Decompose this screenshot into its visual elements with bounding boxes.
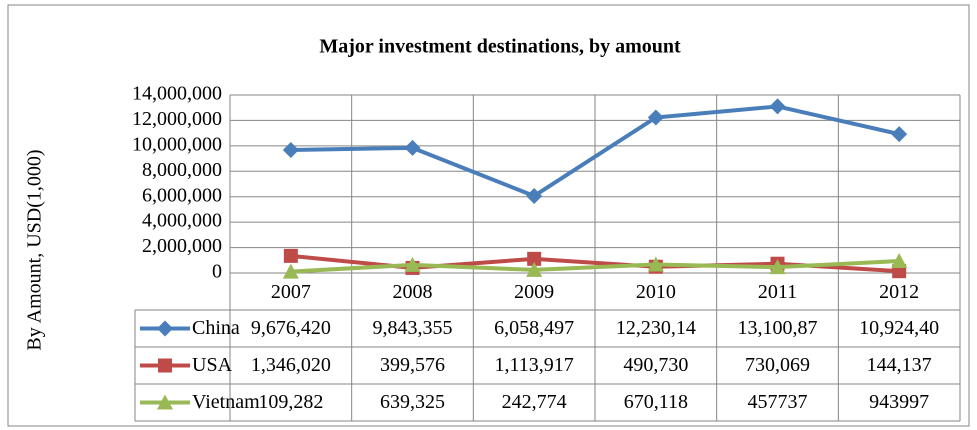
marker [404, 256, 421, 272]
marker [282, 263, 299, 279]
chart-frame [7, 4, 970, 427]
marker [769, 98, 786, 115]
y-tick-label: 12,000,000 [132, 108, 222, 130]
table-cell: 109,282 [258, 391, 323, 413]
table-cell: 639,325 [380, 391, 445, 413]
table-cell: 242,774 [502, 391, 567, 413]
x-tick-label: 2010 [636, 281, 676, 303]
table-cell: 670,118 [624, 391, 688, 413]
table-cell: 943997 [869, 391, 929, 413]
table-cell: 730,069 [745, 354, 810, 376]
y-tick-label: 8,000,000 [142, 159, 222, 181]
x-tick-label: 2012 [879, 281, 919, 303]
legend-label: USA [192, 354, 233, 376]
marker [526, 261, 543, 277]
x-tick-label: 2009 [514, 281, 554, 303]
y-tick-label: 2,000,000 [142, 235, 222, 257]
legend-label: China [192, 317, 240, 339]
y-tick-label: 10,000,000 [132, 133, 222, 155]
legend-marker [157, 394, 173, 410]
marker [891, 126, 908, 143]
table-cell: 13,100,87 [738, 317, 818, 339]
x-tick-label: 2007 [271, 281, 311, 303]
table-cell: 1,346,020 [251, 354, 331, 376]
table-cell: 399,576 [380, 354, 445, 376]
table-cell: 490,730 [623, 354, 688, 376]
y-tick-label: 0 [212, 261, 222, 283]
line [290, 259, 900, 274]
marker [769, 259, 786, 275]
marker [647, 256, 664, 272]
table-cell: 9,676,420 [251, 317, 331, 339]
table-cell: 12,230,14 [616, 317, 696, 339]
line [290, 104, 900, 198]
marker [404, 139, 421, 156]
marker [283, 248, 298, 263]
table-cell: 144,137 [867, 354, 932, 376]
marker [282, 141, 299, 158]
legend-label: Vietnam [192, 391, 260, 413]
table-cell: 9,843,355 [373, 317, 453, 339]
y-tick-label: 14,000,000 [132, 83, 222, 105]
x-tick-label: 2008 [393, 281, 433, 303]
y-axis-label: By Amount, USD(1,000) [24, 149, 46, 350]
y-tick-label: 6,000,000 [142, 184, 222, 206]
marker [527, 251, 542, 266]
legend-marker [158, 358, 172, 373]
marker [526, 187, 543, 204]
y-tick-label: 4,000,000 [142, 210, 222, 232]
x-tick-label: 2011 [758, 281, 797, 303]
legend-marker [157, 320, 173, 337]
marker [891, 252, 908, 268]
chart-title: Major investment destinations, by amount [319, 36, 681, 58]
marker [647, 109, 664, 126]
table-cell: 457737 [748, 391, 808, 413]
table-cell: 1,113,917 [495, 354, 574, 376]
table-cell: 10,924,40 [859, 317, 939, 339]
table-cell: 6,058,497 [494, 317, 574, 339]
